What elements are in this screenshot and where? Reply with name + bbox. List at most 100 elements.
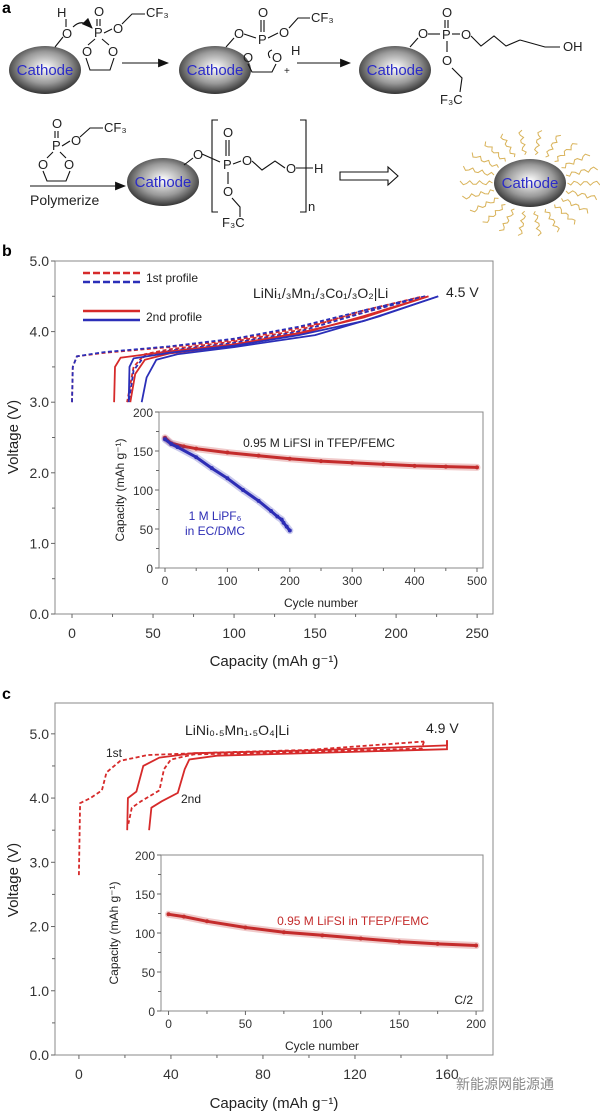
data-point — [194, 446, 199, 451]
x-tick-label: 0 — [165, 1017, 172, 1031]
atom-o: O — [242, 153, 252, 168]
x-tick-label: 0 — [162, 574, 169, 588]
data-point — [287, 528, 292, 533]
panel-label-c: c — [2, 686, 11, 703]
atom-o: O — [418, 26, 428, 41]
y-tick-label: 1.0 — [30, 983, 50, 999]
atom-o: O — [442, 53, 452, 68]
polymer-strand — [462, 189, 495, 200]
series-line-dashed-red — [78, 740, 425, 876]
inset-plot: 0 50 100 150 200 0 50 100 150 200 — [135, 849, 486, 1031]
x-tick-label: 0 — [68, 625, 76, 641]
atom-o: O — [113, 21, 123, 36]
data-point — [381, 462, 386, 467]
x-tick-label: 150 — [303, 625, 327, 641]
cathode-particle — [359, 46, 431, 94]
y-tick-label: 5.0 — [30, 253, 50, 269]
polymer-strand — [459, 180, 493, 186]
data-point — [256, 453, 261, 458]
data-point — [204, 919, 209, 924]
data-point — [443, 464, 448, 469]
y-tick-label: 50 — [142, 966, 156, 980]
data-point — [209, 466, 214, 471]
data-point — [474, 943, 479, 948]
polymer-strand — [500, 133, 516, 158]
x-tick-label: 400 — [405, 574, 425, 588]
rate-label: C/2 — [454, 993, 473, 1007]
inset-series-label-red: 0.95 M LiFSI in TFEP/FEMC — [243, 436, 395, 450]
hollow-arrow — [339, 165, 399, 187]
polymer-strand — [518, 129, 527, 156]
series-line-dashed-blue — [71, 295, 426, 403]
data-point — [435, 941, 440, 946]
polymer-strand — [469, 197, 499, 213]
data-point — [175, 445, 180, 450]
y-tick-label: 0.0 — [30, 1047, 50, 1063]
panel-label-a: a — [2, 0, 11, 17]
data-point — [225, 476, 230, 481]
repeat-n: n — [308, 199, 315, 214]
cathode-particle — [179, 46, 251, 94]
x-tick-label: 200 — [280, 574, 300, 588]
inset-y-axis-label: Capacity (mAh g⁻¹) — [113, 438, 127, 541]
inset-series-label-blue-1: 1 M LiPF₆ — [189, 509, 242, 523]
y-tick-label: 2.0 — [30, 465, 50, 481]
polymer-strand — [517, 210, 527, 236]
data-point — [281, 930, 286, 935]
x-tick-label: 120 — [343, 1066, 367, 1082]
x-tick-label: 100 — [312, 1017, 332, 1031]
legend-label-2nd: 2nd profile — [146, 310, 202, 324]
polymer-strand — [499, 208, 515, 232]
inset-x-axis-label: Cycle number — [285, 1039, 359, 1053]
y-tick-label: 0 — [146, 562, 153, 576]
atom-p: P — [94, 25, 103, 40]
x-tick-label: 150 — [389, 1017, 409, 1031]
cathode-label: Cathode — [187, 62, 244, 79]
data-point — [256, 498, 261, 503]
data-point — [279, 517, 284, 522]
x-tick-label: 200 — [384, 625, 408, 641]
series-line-solid-red — [148, 740, 448, 831]
cathode-label: Cathode — [135, 174, 192, 191]
polymer-strand — [554, 143, 578, 162]
polymer-strand — [471, 152, 499, 168]
y-tick-label: 5.0 — [30, 726, 50, 742]
cell-label: LiNi₀.₅Mn₁.₅O₄|Li — [185, 722, 289, 738]
polymer-strand — [561, 153, 591, 169]
series-line-0 — [167, 912, 478, 947]
polymer-strand — [561, 198, 589, 214]
plot-frame — [158, 411, 484, 569]
inset-series-label-blue-2: in EC/DMC — [185, 524, 245, 538]
y-axis-label: Voltage (V) — [5, 843, 22, 917]
data-point — [412, 463, 417, 468]
y-tick-label: 2.0 — [30, 919, 50, 935]
series-line-solid-red — [126, 740, 448, 831]
data-point — [169, 441, 174, 446]
atom-o: O — [234, 26, 244, 41]
legend-label-1st: 1st profile — [146, 271, 198, 285]
data-point — [284, 524, 289, 529]
bracket-left — [211, 119, 218, 213]
x-tick-label: 250 — [465, 625, 489, 641]
y-tick-label: 50 — [140, 523, 154, 537]
polymer-strand — [567, 180, 600, 186]
inset-x-axis-label: Cycle number — [284, 596, 358, 610]
watermark: 新能源网能源通 — [456, 1076, 554, 1092]
x-axis-label: Capacity (mAh g⁻¹) — [210, 653, 339, 670]
data-point — [275, 514, 280, 519]
polymer-coating — [459, 129, 600, 237]
atom-o: O — [193, 147, 203, 162]
atom-o: O — [279, 25, 289, 40]
polymer-strand — [545, 134, 561, 158]
y-tick-label: 100 — [133, 484, 153, 498]
atom-o: O — [71, 133, 81, 148]
cathode-particle — [9, 46, 81, 94]
x-tick-label: 300 — [342, 574, 362, 588]
data-point — [319, 459, 323, 464]
reaction-scheme: a Cathode O H P O O CF₃ O O Cathode O P … — [2, 0, 600, 237]
cathode-label: Cathode — [17, 62, 74, 79]
electron-arrow — [267, 49, 273, 59]
atom-p: P — [223, 157, 232, 172]
data-point — [240, 488, 245, 492]
